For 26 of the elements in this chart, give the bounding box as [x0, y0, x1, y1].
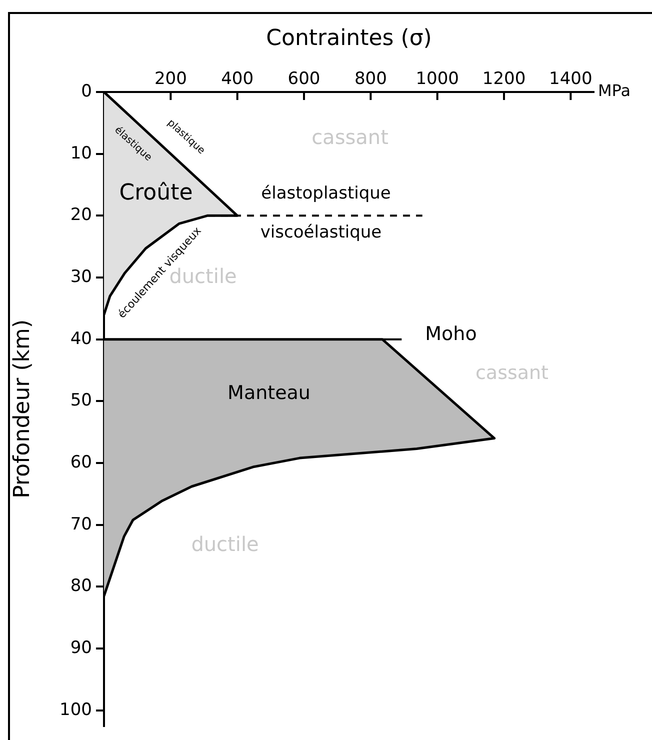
x-tick-label: 1400 — [549, 69, 592, 90]
y-tick-label: 90 — [70, 638, 92, 658]
y-tick-label: 50 — [70, 390, 92, 411]
annotation: élastoplastique — [261, 183, 391, 204]
x-tick-label: 1000 — [416, 69, 459, 90]
annotation: Manteau — [228, 382, 310, 404]
annotation: Croûte — [119, 180, 193, 206]
y-tick-label: 30 — [70, 266, 92, 287]
y-tick-label: 20 — [70, 205, 92, 226]
x-tick-label: 800 — [354, 69, 387, 90]
x-axis-title: Contraintes (σ) — [266, 26, 432, 51]
y-tick-label: 10 — [70, 143, 92, 164]
x-tick-label: 600 — [288, 69, 320, 90]
x-tick-label: 1200 — [482, 69, 526, 90]
y-tick-label: 40 — [70, 328, 92, 349]
annotation: Moho — [425, 322, 477, 345]
y-tick-label: 60 — [70, 452, 92, 472]
y-tick-label: 70 — [70, 514, 92, 534]
text: MPa — [598, 81, 631, 100]
x-tick-label: 200 — [154, 69, 187, 90]
y-axis-title: Profondeur (km) — [10, 319, 35, 498]
y-tick-label: 80 — [70, 576, 92, 596]
y-tick-label: 0 — [81, 81, 92, 102]
y-tick-label: 100 — [60, 700, 92, 720]
x-tick-label: 400 — [221, 69, 254, 90]
annotation: viscoélastique — [260, 222, 382, 242]
